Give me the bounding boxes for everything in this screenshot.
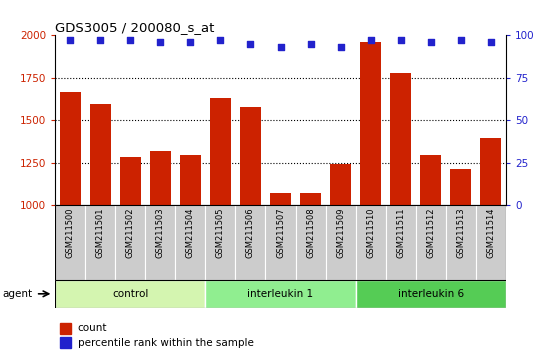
Bar: [150, 151, 170, 205]
Text: control: control: [112, 289, 148, 299]
Point: [156, 39, 164, 45]
Bar: [55, 280, 205, 308]
Bar: [326, 205, 356, 280]
Bar: [300, 193, 321, 205]
Bar: [205, 280, 356, 308]
Bar: [145, 205, 175, 280]
Bar: [205, 205, 235, 280]
Text: GSM211511: GSM211511: [396, 207, 405, 258]
Bar: [210, 98, 231, 205]
Bar: [416, 205, 446, 280]
Point: [426, 39, 435, 45]
Text: agent: agent: [3, 289, 33, 299]
Point: [186, 39, 195, 45]
Bar: [390, 73, 411, 205]
Bar: [386, 205, 416, 280]
Bar: [59, 323, 71, 334]
Bar: [270, 193, 291, 205]
Text: percentile rank within the sample: percentile rank within the sample: [78, 337, 254, 348]
Point: [246, 41, 255, 47]
Text: GSM211507: GSM211507: [276, 207, 285, 258]
Text: GSM211509: GSM211509: [336, 207, 345, 258]
Text: interleukin 6: interleukin 6: [398, 289, 464, 299]
Point: [397, 38, 405, 43]
Point: [65, 38, 74, 43]
Text: GSM211513: GSM211513: [456, 207, 465, 258]
Text: GSM211510: GSM211510: [366, 207, 375, 258]
Bar: [55, 280, 506, 308]
Text: GSM211503: GSM211503: [156, 207, 165, 258]
Bar: [356, 280, 506, 308]
Point: [456, 38, 465, 43]
Text: interleukin 1: interleukin 1: [248, 289, 314, 299]
Point: [96, 38, 104, 43]
Text: GSM211508: GSM211508: [306, 207, 315, 258]
Text: GSM211502: GSM211502: [125, 207, 135, 258]
Bar: [330, 164, 351, 205]
Bar: [59, 337, 71, 348]
Text: GSM211506: GSM211506: [246, 207, 255, 258]
Bar: [120, 157, 141, 205]
Bar: [175, 205, 205, 280]
Text: GSM211500: GSM211500: [65, 207, 75, 258]
Bar: [360, 42, 381, 205]
Text: GSM211505: GSM211505: [216, 207, 225, 258]
Bar: [446, 205, 476, 280]
Bar: [476, 205, 506, 280]
Bar: [450, 169, 471, 205]
Bar: [59, 92, 80, 205]
Point: [366, 38, 375, 43]
Bar: [420, 155, 441, 205]
Bar: [55, 205, 506, 280]
Text: count: count: [78, 323, 107, 333]
Text: GSM211514: GSM211514: [486, 207, 496, 258]
Text: GSM211512: GSM211512: [426, 207, 436, 258]
Bar: [55, 205, 85, 280]
Bar: [90, 104, 111, 205]
Bar: [356, 205, 386, 280]
Text: GSM211501: GSM211501: [96, 207, 104, 258]
Point: [276, 45, 285, 50]
Bar: [240, 107, 261, 205]
Bar: [235, 205, 266, 280]
Text: GSM211504: GSM211504: [186, 207, 195, 258]
Bar: [481, 138, 502, 205]
Point: [306, 41, 315, 47]
Bar: [266, 205, 295, 280]
Point: [336, 45, 345, 50]
Bar: [85, 205, 115, 280]
Point: [216, 38, 225, 43]
Point: [126, 38, 135, 43]
Bar: [180, 155, 201, 205]
Bar: [115, 205, 145, 280]
Bar: [295, 205, 326, 280]
Text: GDS3005 / 200080_s_at: GDS3005 / 200080_s_at: [55, 21, 215, 34]
Point: [487, 39, 496, 45]
